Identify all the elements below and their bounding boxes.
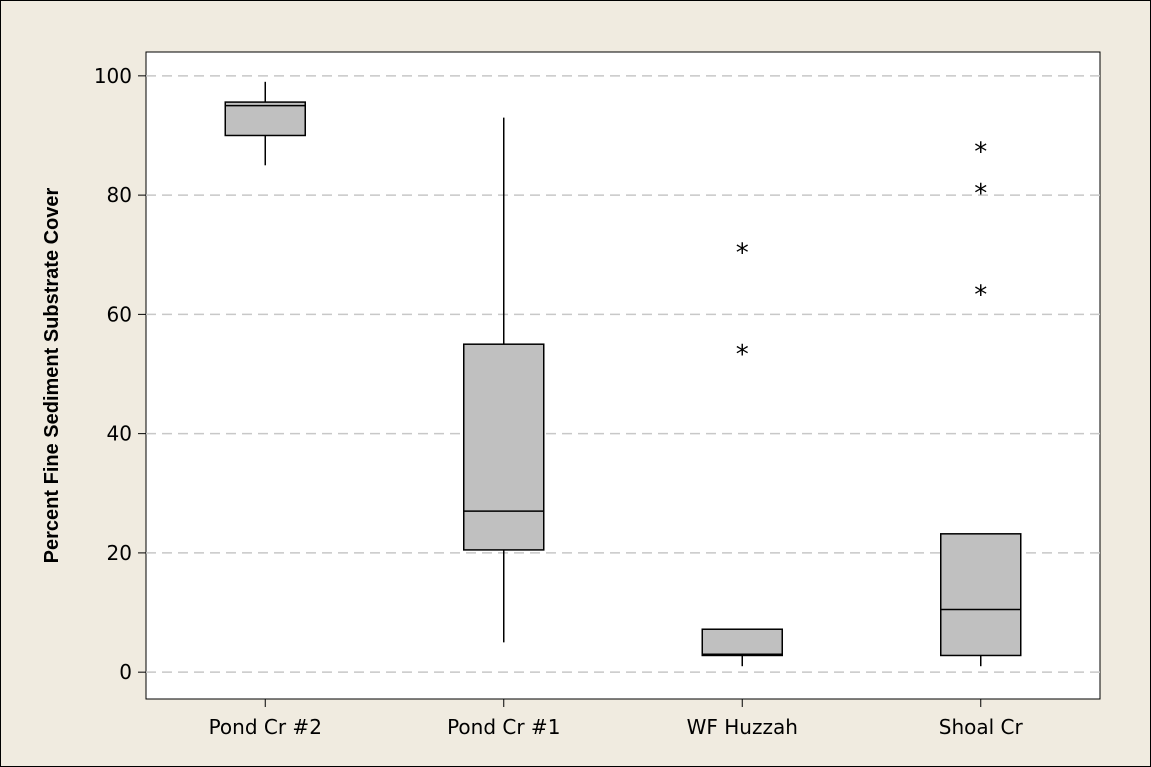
box-series: ***** [224,81,1022,667]
outlier-marker: * [974,137,987,167]
iqr-box [463,343,545,551]
y-tick-label: 100 [94,64,132,88]
box-4: * * * [940,137,1022,667]
outlier-marker: * [974,179,987,209]
box-2 [463,117,545,643]
y-tick-label: 80 [107,183,132,207]
y-axis: 0 20 40 60 80 100 [94,64,146,684]
outlier-marker: * [974,280,987,310]
iqr-box [940,533,1022,657]
x-tick-label: Shoal Cr [939,715,1024,739]
outlier-marker: * [736,239,749,269]
outlier-marker: * [736,340,749,370]
y-tick-label: 0 [119,660,132,684]
box-3: ** [701,239,783,667]
box-1 [224,81,306,166]
iqr-box [701,628,783,657]
y-tick-label: 20 [107,541,132,565]
x-axis: Pond Cr #2 Pond Cr #1 WF Huzzah Shoal Cr [209,699,1024,739]
x-tick-label: Pond Cr #1 [447,715,560,739]
x-tick-label: Pond Cr #2 [209,715,322,739]
y-tick-label: 40 [107,422,132,446]
x-tick-label: WF Huzzah [687,715,798,739]
y-axis-title: Percent Fine Sediment Substrate Cover [41,187,63,563]
y-tick-label: 60 [107,302,132,326]
iqr-box [224,101,306,137]
